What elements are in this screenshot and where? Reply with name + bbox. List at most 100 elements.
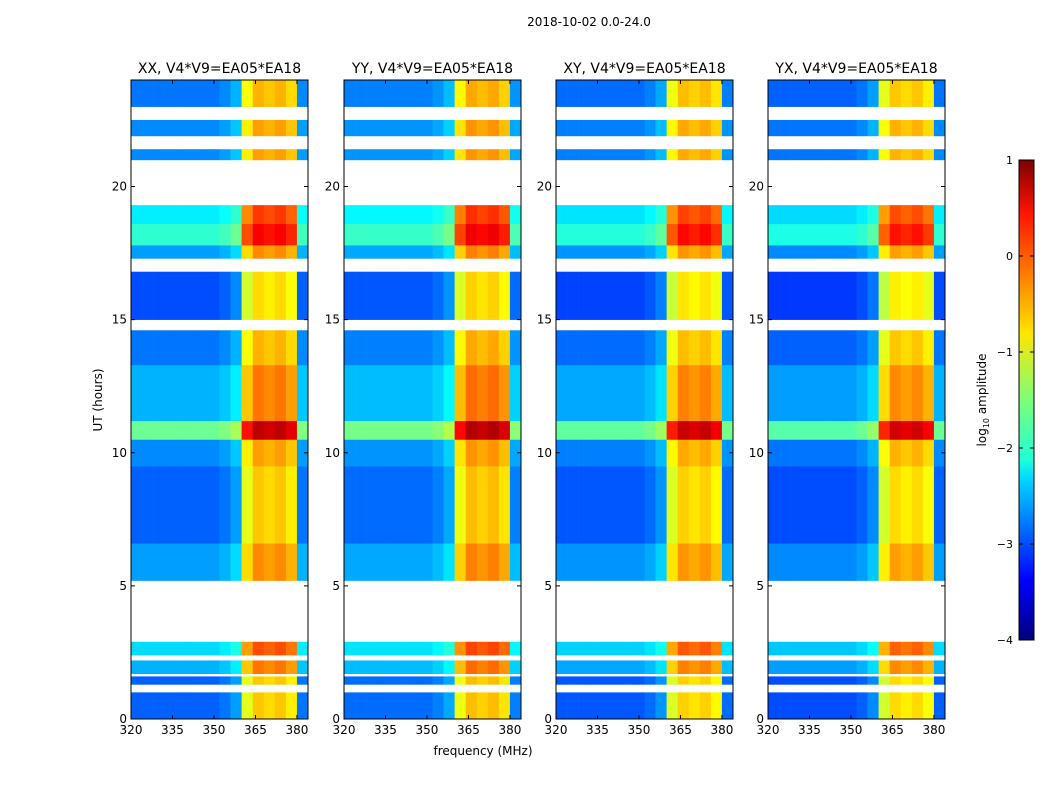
heatmap-cell	[845, 543, 857, 581]
heatmap-cell	[790, 660, 802, 675]
heatmap-cell	[274, 364, 287, 422]
heatmap-cell	[889, 660, 902, 675]
heatmap-cell	[355, 330, 367, 366]
heatmap-cell	[241, 460, 253, 467]
heatmap-cell	[208, 364, 220, 422]
heatmap-cell	[644, 245, 656, 259]
heatmap-cell	[589, 223, 601, 246]
heatmap-cell	[688, 420, 701, 440]
heatmap-cell	[410, 460, 422, 467]
heatmap-cell	[230, 420, 242, 440]
x-tick-label: 320	[757, 723, 780, 737]
heatmap-cell	[578, 543, 590, 581]
heatmap-cell	[845, 439, 857, 462]
heatmap-cell	[721, 205, 734, 225]
heatmap-cell	[366, 223, 378, 246]
heatmap-cell	[812, 660, 824, 675]
heatmap-cell	[845, 119, 857, 137]
heatmap-cell	[366, 543, 378, 581]
heatmap-cell	[509, 439, 522, 462]
heatmap-cell	[801, 439, 813, 462]
heatmap-cell	[633, 543, 645, 581]
heatmap-cell	[622, 420, 634, 440]
heatmap-cell	[611, 466, 623, 544]
heatmap-cell	[845, 676, 857, 685]
heatmap-cell	[779, 330, 791, 366]
heatmap-cell	[721, 660, 734, 675]
heatmap-cell	[197, 80, 209, 107]
heatmap-cell	[131, 364, 143, 422]
heatmap-cell	[164, 149, 176, 161]
heatmap-cell	[344, 80, 356, 107]
heatmap-cell	[655, 223, 667, 246]
heatmap-cell	[465, 460, 478, 467]
heatmap-cell	[779, 460, 791, 467]
heatmap-cell	[933, 223, 946, 246]
heatmap-cell	[768, 420, 780, 440]
heatmap-cell	[153, 80, 165, 107]
heatmap-cell	[175, 271, 187, 320]
y-tick-label: 0	[119, 712, 127, 726]
heatmap-cell	[175, 460, 187, 467]
heatmap-cell	[153, 692, 165, 720]
heatmap-cell	[421, 460, 433, 467]
heatmap-cell	[476, 149, 489, 161]
heatmap-cell	[922, 205, 935, 225]
heatmap-cell	[285, 660, 298, 675]
heatmap-cell	[296, 543, 309, 581]
heatmap-cell	[779, 271, 791, 320]
heatmap-cell	[699, 364, 712, 422]
colorbar-tick-label: 1	[1006, 154, 1013, 167]
heatmap-cell	[655, 543, 667, 581]
heatmap-cell	[790, 223, 802, 246]
heatmap-cell	[710, 205, 723, 225]
heatmap-cell	[454, 119, 466, 137]
heatmap-cell	[476, 460, 489, 467]
heatmap-cell	[296, 364, 309, 422]
heatmap-cell	[823, 660, 835, 675]
heatmap-cell	[487, 119, 500, 137]
heatmap-cell	[823, 245, 835, 259]
heatmap-cell	[823, 466, 835, 544]
heatmap-cell	[355, 641, 367, 656]
heatmap-cell	[812, 119, 824, 137]
heatmap-cell	[611, 676, 623, 685]
heatmap-cell	[454, 543, 466, 581]
heatmap-cell	[911, 330, 924, 366]
heatmap-cell	[164, 660, 176, 675]
heatmap-cell	[142, 460, 154, 467]
heatmap-cell	[421, 466, 433, 544]
heatmap-cell	[710, 466, 723, 544]
x-tick-label: 320	[545, 723, 568, 737]
heatmap-cell	[633, 223, 645, 246]
heatmap-cell	[933, 245, 946, 259]
heatmap-cell	[377, 119, 389, 137]
heatmap-cell	[252, 330, 265, 366]
heatmap-cell	[867, 205, 879, 225]
heatmap-cell	[175, 439, 187, 462]
heatmap-cell	[721, 364, 734, 422]
heatmap-cell	[399, 80, 411, 107]
heatmap-cell	[677, 439, 690, 462]
heatmap-cell	[611, 245, 623, 259]
heatmap-cell	[922, 676, 935, 685]
heatmap-cell	[801, 676, 813, 685]
heatmap-cell	[454, 466, 466, 544]
heatmap-cell	[388, 660, 400, 675]
y-tick-label: 10	[112, 446, 127, 460]
heatmap-cell	[498, 676, 511, 685]
heatmap-cell	[933, 330, 946, 366]
heatmap-cell	[790, 245, 802, 259]
heatmap-cell	[655, 660, 667, 675]
heatmap-cell	[465, 223, 478, 246]
heatmap-cell	[197, 543, 209, 581]
panel-2: XY, V4*V9=EA05*EA18 320 335 350 365 380 0 5 10 15…	[537, 61, 734, 737]
heatmap-cell	[410, 205, 422, 225]
heatmap-cell	[578, 692, 590, 720]
heatmap-cell	[476, 660, 489, 675]
heatmap-cell	[197, 223, 209, 246]
heatmap-cell	[476, 692, 489, 720]
heatmap-cell	[768, 330, 780, 366]
heatmap-cell	[274, 245, 287, 259]
heatmap-cell	[399, 439, 411, 462]
